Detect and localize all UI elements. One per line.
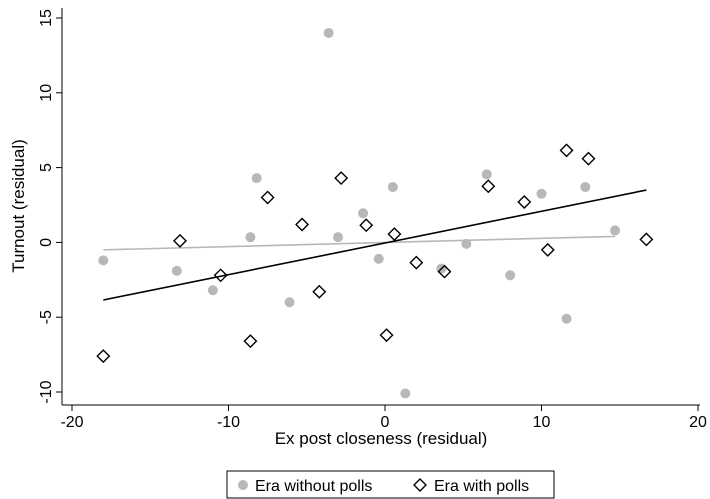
point-era-with-polls [437,264,452,279]
point-era-without-polls [505,270,516,281]
legend-label-era-without-polls: Era without polls [255,478,372,495]
point-era-without-polls [580,182,591,193]
legend-label-era-with-polls: Era with polls [434,478,529,495]
point-era-with-polls [581,151,596,166]
point-era-with-polls [359,218,374,233]
point-era-without-polls [245,232,256,243]
point-era-without-polls [481,169,492,180]
y-axis-ticks: -10 -5 0 5 10 15 [38,9,62,404]
point-era-without-polls [323,27,334,38]
x-tick-label: 0 [381,414,390,431]
point-era-with-polls [172,233,187,248]
point-era-without-polls [610,225,621,236]
point-era-without-polls [171,265,182,276]
x-axis-title: Ex post closeness (residual) [275,429,488,448]
x-tick-label: -10 [217,414,240,431]
point-era-with-polls [243,334,258,349]
legend: Era without polls Era with polls [226,470,555,499]
point-era-with-polls [213,268,228,283]
point-era-without-polls [373,253,384,264]
point-era-with-polls [295,217,310,232]
point-era-with-polls [379,328,394,343]
point-era-with-polls [334,171,349,186]
point-era-without-polls [333,232,344,243]
legend-box [226,470,555,499]
point-era-without-polls [561,313,572,324]
point-era-with-polls [387,227,402,242]
y-tick-label: 0 [38,238,55,247]
x-tick-label: -20 [60,414,83,431]
point-era-with-polls [409,255,424,270]
point-era-without-polls [461,238,472,249]
plot-area [96,27,654,399]
point-era-without-polls [387,182,398,193]
y-tick-label: -5 [38,310,55,324]
point-era-with-polls [96,349,111,364]
x-axis-ticks: -20 -10 0 10 20 [60,405,707,431]
point-era-with-polls [517,195,532,209]
point-era-without-polls [400,388,411,399]
fit-line-era-with-polls [103,189,647,301]
point-era-without-polls [251,173,262,184]
y-tick-label: 5 [38,163,55,172]
point-era-without-polls [207,285,218,296]
point-era-without-polls [98,255,109,266]
point-era-with-polls [312,284,327,299]
point-era-with-polls [540,242,555,257]
point-era-with-polls [481,179,496,194]
y-axis-title: Turnout (residual) [9,139,28,273]
fit-line-era-without-polls [103,235,616,251]
point-era-with-polls [260,190,275,205]
point-era-without-polls [358,208,369,219]
y-tick-label: 15 [38,9,55,27]
x-tick-label: 20 [689,414,707,431]
point-era-without-polls [536,188,547,199]
legend-marker-era-with-polls [413,478,427,492]
point-era-with-polls [639,232,654,247]
point-era-without-polls [284,297,295,308]
y-tick-label: 10 [38,84,55,102]
x-tick-label: 10 [533,414,551,431]
point-era-with-polls [559,143,574,158]
legend-marker-era-without-polls [238,480,248,490]
y-tick-label: -10 [38,380,55,403]
